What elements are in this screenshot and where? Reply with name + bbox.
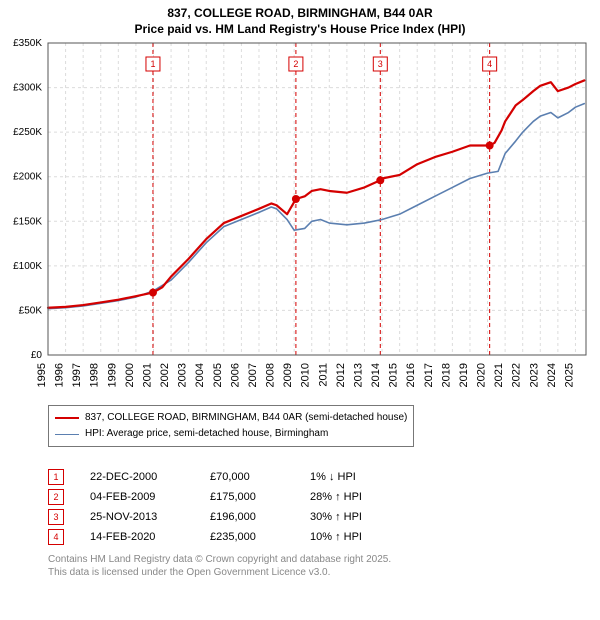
legend-swatch-1 bbox=[55, 417, 79, 419]
attribution: Contains HM Land Registry data © Crown c… bbox=[48, 553, 600, 579]
svg-text:£0: £0 bbox=[31, 350, 43, 361]
svg-text:2014: 2014 bbox=[370, 363, 382, 387]
chart-area: £0 £50K £100K £150K £200K £250K £300K £350K 1995… bbox=[0, 37, 600, 399]
svg-text:1995: 1995 bbox=[36, 363, 48, 387]
svg-text:2006: 2006 bbox=[229, 363, 241, 387]
svg-text:2002: 2002 bbox=[159, 363, 171, 387]
svg-text:£50K: £50K bbox=[19, 306, 43, 317]
price-chart-svg: £0 £50K £100K £150K £200K £250K £300K £350K 1995… bbox=[0, 37, 600, 399]
svg-text:4: 4 bbox=[487, 59, 492, 69]
svg-text:2000: 2000 bbox=[124, 363, 136, 387]
sale-event-marker: 2 bbox=[48, 489, 64, 505]
svg-text:2009: 2009 bbox=[282, 363, 294, 387]
svg-text:1997: 1997 bbox=[71, 363, 83, 387]
legend-swatch-2 bbox=[55, 434, 79, 435]
legend-label-2: HPI: Average price, semi-detached house,… bbox=[85, 426, 328, 442]
svg-text:2012: 2012 bbox=[335, 363, 347, 387]
svg-text:2017: 2017 bbox=[423, 363, 435, 387]
svg-text:£150K: £150K bbox=[13, 216, 42, 227]
attribution-line-1: Contains HM Land Registry data © Crown c… bbox=[48, 553, 600, 566]
svg-text:2010: 2010 bbox=[300, 363, 312, 387]
sale-event-date: 14-FEB-2020 bbox=[90, 531, 210, 543]
sale-event-price: £196,000 bbox=[210, 511, 310, 523]
svg-text:2016: 2016 bbox=[405, 363, 417, 387]
svg-text:£350K: £350K bbox=[13, 38, 42, 49]
sale-event-hpi: 28% ↑ HPI bbox=[310, 491, 410, 503]
svg-text:2020: 2020 bbox=[476, 363, 488, 387]
svg-text:2013: 2013 bbox=[352, 363, 364, 387]
legend-row-1: 837, COLLEGE ROAD, BIRMINGHAM, B44 0AR (… bbox=[55, 410, 407, 426]
svg-text:2008: 2008 bbox=[265, 363, 277, 387]
sale-event-hpi: 30% ↑ HPI bbox=[310, 511, 410, 523]
svg-text:2024: 2024 bbox=[546, 363, 558, 387]
sale-event-marker: 4 bbox=[48, 529, 64, 545]
attribution-line-2: This data is licensed under the Open Gov… bbox=[48, 566, 600, 579]
sale-event-price: £70,000 bbox=[210, 471, 310, 483]
sale-event-price: £175,000 bbox=[210, 491, 310, 503]
legend: 837, COLLEGE ROAD, BIRMINGHAM, B44 0AR (… bbox=[48, 405, 414, 447]
sale-event-row: 1 22-DEC-2000£70,0001% ↓ HPI bbox=[48, 469, 600, 485]
legend-row-2: HPI: Average price, semi-detached house,… bbox=[55, 426, 407, 442]
title-line-1: 837, COLLEGE ROAD, BIRMINGHAM, B44 0AR bbox=[0, 6, 600, 22]
svg-text:£300K: £300K bbox=[13, 83, 42, 94]
svg-text:2005: 2005 bbox=[212, 363, 224, 387]
svg-text:2021: 2021 bbox=[493, 363, 505, 387]
svg-text:1998: 1998 bbox=[89, 363, 101, 387]
svg-text:2019: 2019 bbox=[458, 363, 470, 387]
svg-text:£100K: £100K bbox=[13, 261, 42, 272]
svg-text:1999: 1999 bbox=[106, 363, 118, 387]
svg-text:£200K: £200K bbox=[13, 172, 42, 183]
svg-text:2007: 2007 bbox=[247, 363, 259, 387]
sale-events-table: 122-DEC-2000£70,0001% ↓ HPI204-FEB-2009£… bbox=[48, 469, 600, 545]
svg-text:2001: 2001 bbox=[141, 363, 153, 387]
svg-text:2011: 2011 bbox=[317, 363, 329, 387]
svg-text:3: 3 bbox=[378, 59, 383, 69]
sale-event-hpi: 1% ↓ HPI bbox=[310, 471, 410, 483]
sale-event-date: 22-DEC-2000 bbox=[90, 471, 210, 483]
svg-text:2003: 2003 bbox=[177, 363, 189, 387]
svg-text:2022: 2022 bbox=[511, 363, 523, 387]
legend-label-1: 837, COLLEGE ROAD, BIRMINGHAM, B44 0AR (… bbox=[85, 410, 407, 426]
sale-event-row: 4 14-FEB-2020£235,00010% ↑ HPI bbox=[48, 529, 600, 545]
svg-text:2: 2 bbox=[293, 59, 298, 69]
sale-event-price: £235,000 bbox=[210, 531, 310, 543]
sale-event-marker: 3 bbox=[48, 509, 64, 525]
svg-text:2015: 2015 bbox=[388, 363, 400, 387]
svg-text:2018: 2018 bbox=[440, 363, 452, 387]
svg-text:1996: 1996 bbox=[54, 363, 66, 387]
sale-event-date: 25-NOV-2013 bbox=[90, 511, 210, 523]
sale-event-row: 3 25-NOV-2013£196,00030% ↑ HPI bbox=[48, 509, 600, 525]
svg-text:1: 1 bbox=[150, 59, 155, 69]
svg-text:£250K: £250K bbox=[13, 127, 42, 138]
sale-event-marker: 1 bbox=[48, 469, 64, 485]
svg-text:2025: 2025 bbox=[563, 363, 575, 387]
svg-text:2004: 2004 bbox=[194, 363, 206, 387]
svg-text:2023: 2023 bbox=[528, 363, 540, 387]
sale-event-date: 04-FEB-2009 bbox=[90, 491, 210, 503]
sale-event-hpi: 10% ↑ HPI bbox=[310, 531, 410, 543]
title-line-2: Price paid vs. HM Land Registry's House … bbox=[0, 22, 600, 38]
sale-event-row: 2 04-FEB-2009£175,00028% ↑ HPI bbox=[48, 489, 600, 505]
chart-title: 837, COLLEGE ROAD, BIRMINGHAM, B44 0AR P… bbox=[0, 0, 600, 37]
